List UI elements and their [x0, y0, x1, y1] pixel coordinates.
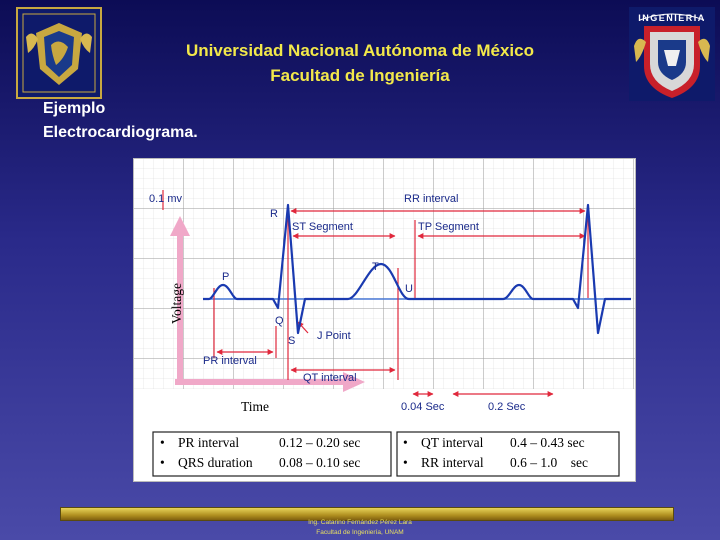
q-wave-label: Q: [275, 315, 284, 327]
table-box-right: [396, 431, 620, 477]
u-wave-label: U: [405, 283, 413, 295]
voltage-arrow: [170, 216, 190, 383]
s-wave-label: S: [288, 335, 295, 347]
faculty-title: Facultad de Ingeniería: [270, 66, 450, 85]
pr-interval-name: PR interval: [178, 435, 239, 450]
reference-table: • PR interval 0.12 – 0.20 sec • QRS dura…: [152, 431, 620, 477]
footer-author: Ing. Catarino Fernández Pérez Lara: [308, 519, 412, 526]
p-wave-label: P: [222, 271, 229, 283]
qt-interval-label: QT interval: [303, 372, 357, 384]
qrs-duration-value: 0.08 – 0.10 sec: [279, 455, 360, 470]
time-0.2-label: 0.2 Sec: [488, 401, 526, 413]
r-wave-label: R: [270, 208, 278, 220]
ecg-diagram: Voltage Time 0.1 mv R P Q S T U ST Segme…: [133, 158, 636, 482]
scale-label: 0.1 mv: [149, 193, 183, 205]
time-arrow: [175, 372, 365, 392]
table-bullet: •: [160, 455, 165, 470]
rr-interval-label: RR interval: [404, 193, 458, 205]
footer-bar: [60, 507, 674, 521]
time-0.04-label: 0.04 Sec: [401, 401, 445, 413]
time-label: Time: [241, 399, 269, 414]
rr-interval-value: 0.6 – 1.0 sec: [510, 455, 588, 470]
st-segment-label: ST Segment: [292, 221, 353, 233]
table-bullet: •: [403, 435, 408, 450]
qt-interval-value: 0.4 – 0.43 sec: [510, 435, 585, 450]
t-wave-label: T: [372, 261, 379, 273]
ecg-heading: Electrocardiograma.: [43, 124, 198, 141]
rr-interval-name: RR interval: [421, 455, 484, 470]
qt-interval-name: QT interval: [421, 435, 484, 450]
qrs-duration-name: QRS duration: [178, 455, 253, 470]
table-bullet: •: [403, 455, 408, 470]
university-title: Universidad Nacional Autónoma de México: [186, 41, 534, 60]
pr-interval-label: PR interval: [203, 355, 257, 367]
voltage-label: Voltage: [169, 283, 184, 324]
logo-text: INGENIERIA: [638, 13, 706, 23]
ingenieria-logo: INGENIERIA: [629, 7, 715, 101]
diagram-frame: [133, 158, 636, 482]
footer-faculty: Facultad de Ingeniería, UNAM: [316, 529, 404, 536]
ecg-trace: [203, 203, 631, 335]
j-point-label: J Point: [317, 330, 351, 342]
pr-interval-value: 0.12 – 0.20 sec: [279, 435, 360, 450]
table-box-left: [152, 431, 392, 477]
table-bullet: •: [160, 435, 165, 450]
example-heading: Ejemplo: [43, 100, 106, 117]
tp-segment-label: TP Segment: [418, 221, 479, 233]
unam-logo: [16, 7, 102, 99]
